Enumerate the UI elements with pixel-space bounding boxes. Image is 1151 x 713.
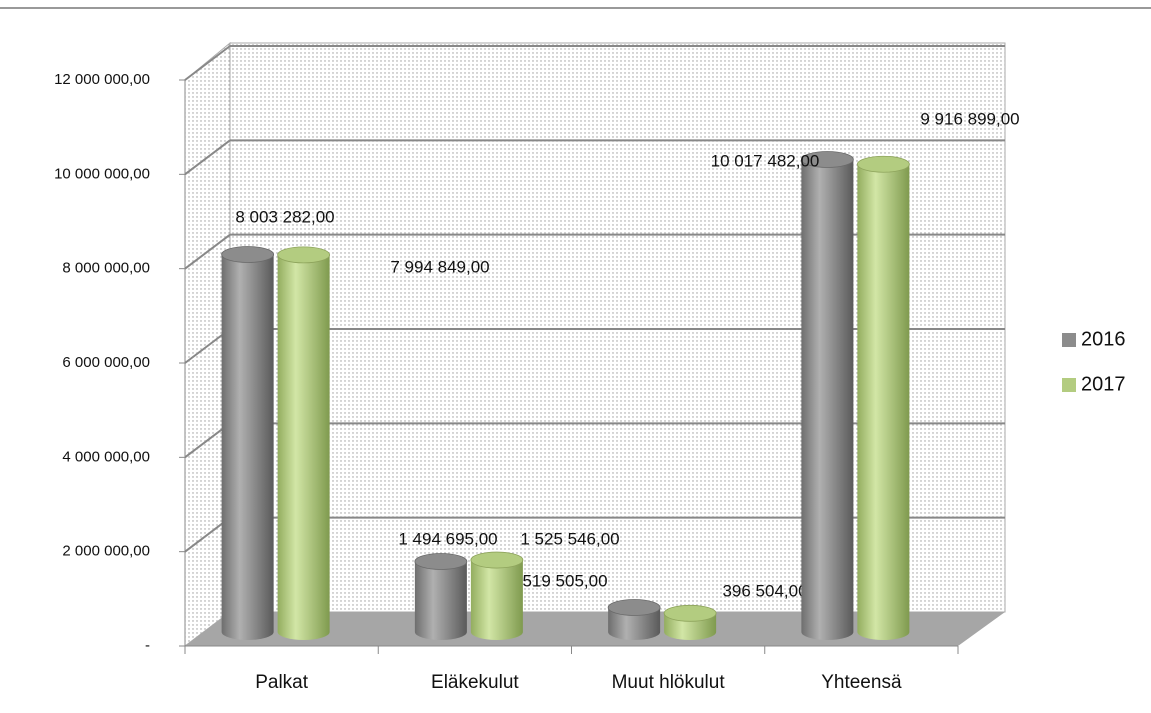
data-label: 1 525 546,00 bbox=[520, 529, 619, 548]
y-tick-label: 6 000 000,00 bbox=[62, 354, 150, 371]
cylinder-top bbox=[414, 553, 468, 570]
cylinder-top bbox=[800, 151, 854, 168]
legend-label: 2017 bbox=[1081, 373, 1126, 395]
data-label: 8 003 282,00 bbox=[235, 207, 334, 226]
grid-line bbox=[184, 45, 231, 81]
cylinder-body bbox=[414, 561, 467, 640]
cylinder-body bbox=[857, 164, 910, 640]
cylinder-body bbox=[277, 254, 330, 641]
cylinder-body bbox=[801, 159, 854, 640]
x-tick-label: Palkat bbox=[255, 672, 309, 693]
cylinder bbox=[470, 551, 524, 640]
cylinder-top bbox=[856, 155, 910, 173]
data-label: 396 504,00 bbox=[722, 581, 807, 600]
y-tick-label: 12 000 000,00 bbox=[54, 71, 150, 88]
y-tick-label: 2 000 000,00 bbox=[62, 543, 150, 560]
cylinder bbox=[856, 155, 910, 640]
cylinder-top bbox=[607, 599, 661, 616]
cylinder-top bbox=[277, 246, 331, 264]
grid-line bbox=[184, 139, 231, 176]
grid-line bbox=[184, 233, 231, 270]
cylinder-top bbox=[221, 246, 275, 263]
y-tick-label: 4 000 000,00 bbox=[62, 448, 150, 465]
x-tick-label: Yhteensä bbox=[821, 672, 902, 693]
data-label: 519 505,00 bbox=[522, 571, 607, 590]
y-tick-label: 8 000 000,00 bbox=[62, 260, 150, 277]
cylinder bbox=[663, 604, 717, 640]
x-tick-label: Muut hlökulut bbox=[612, 672, 726, 693]
cylinder-body bbox=[221, 254, 274, 640]
y-tick-label: - bbox=[145, 637, 150, 654]
cylinder-body bbox=[608, 607, 661, 640]
x-tick-label: Eläkekulut bbox=[431, 672, 519, 693]
data-label: 1 494 695,00 bbox=[398, 529, 497, 548]
legend-swatch bbox=[1062, 378, 1076, 392]
cylinder bbox=[277, 246, 331, 641]
y-tick-label: 10 000 000,00 bbox=[54, 165, 150, 182]
floor bbox=[185, 612, 1005, 646]
cylinder-body bbox=[470, 560, 523, 640]
data-label: 10 017 482,00 bbox=[711, 151, 820, 170]
cylinder-top bbox=[470, 551, 524, 569]
data-label: 9 916 899,00 bbox=[920, 109, 1019, 128]
legend-swatch bbox=[1062, 333, 1076, 347]
legend-label: 2016 bbox=[1081, 328, 1126, 350]
cylinder bbox=[800, 151, 854, 640]
cylinder-top bbox=[663, 604, 717, 622]
cylinder bbox=[414, 553, 468, 640]
cylinder bbox=[607, 599, 661, 640]
data-label: 7 994 849,00 bbox=[390, 257, 489, 276]
cylinder bbox=[221, 246, 275, 640]
